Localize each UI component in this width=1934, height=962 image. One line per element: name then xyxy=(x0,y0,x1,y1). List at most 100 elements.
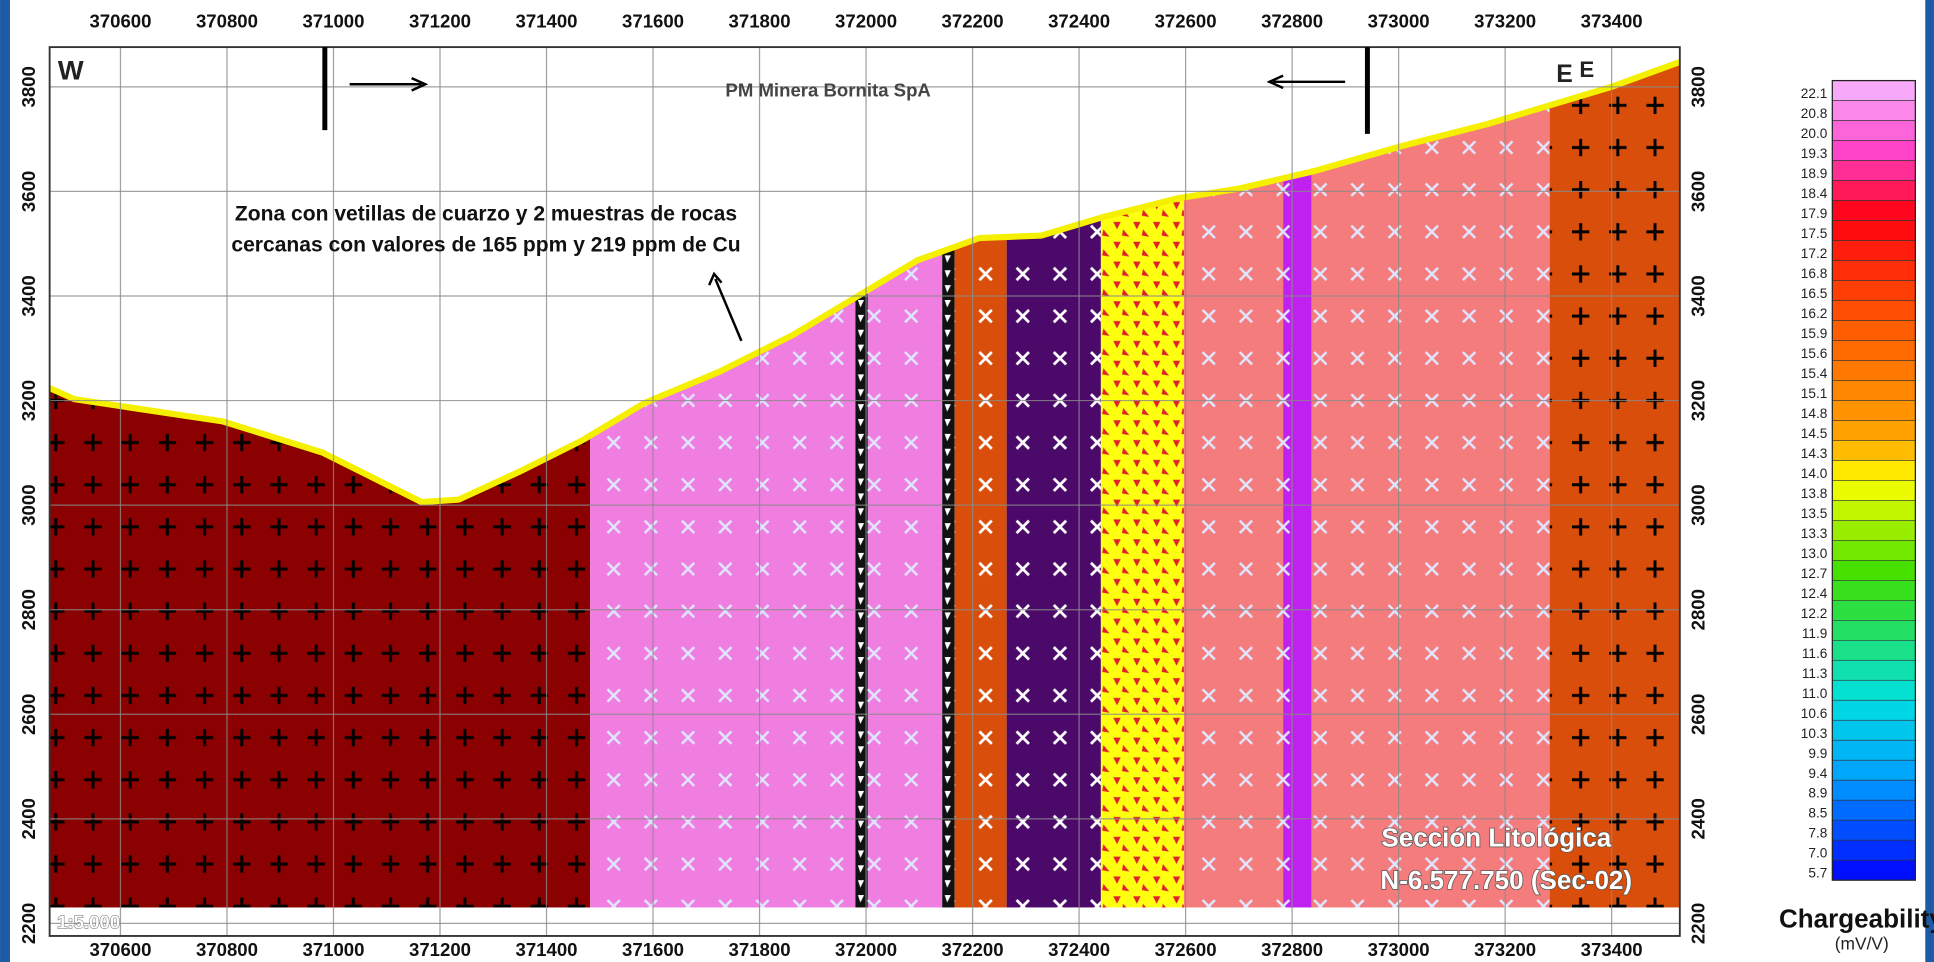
legend-cell xyxy=(1832,840,1915,860)
legend-label: 12.7 xyxy=(1801,566,1828,581)
legend-label: 13.8 xyxy=(1801,486,1828,501)
legend-label: 9.4 xyxy=(1808,766,1827,781)
legend-label: 11.0 xyxy=(1802,686,1828,701)
east-label: E xyxy=(1579,57,1594,82)
unit-pattern xyxy=(1184,37,1550,907)
legend-cell xyxy=(1832,181,1915,201)
x-tick-label-bottom: 372000 xyxy=(835,939,897,960)
legend-cell xyxy=(1832,81,1915,101)
legend-label: 20.8 xyxy=(1801,106,1828,121)
x-tick-label-top: 373200 xyxy=(1474,10,1536,31)
legend-label: 7.0 xyxy=(1808,846,1827,861)
legend: 22.120.820.019.318.918.417.917.517.216.8… xyxy=(1801,81,1916,881)
legend-cell xyxy=(1832,440,1915,460)
legend-label: 17.9 xyxy=(1801,206,1828,221)
x-tick-label-top: 372400 xyxy=(1048,10,1110,31)
legend-cell xyxy=(1832,300,1915,320)
y-tick-label-right: 3000 xyxy=(1688,484,1709,525)
company-label: PM Minera Bornita SpA xyxy=(725,80,930,101)
x-tick-label-top: 372600 xyxy=(1155,10,1217,31)
legend-cell xyxy=(1832,460,1915,480)
legend-label: 17.2 xyxy=(1801,246,1828,261)
legend-cell xyxy=(1832,740,1915,760)
legend-label: 16.2 xyxy=(1801,306,1828,321)
y-tick-label-left: 3600 xyxy=(18,171,39,212)
legend-cell xyxy=(1832,280,1915,300)
x-tick-label-top: 371000 xyxy=(302,10,364,31)
legend-cell xyxy=(1832,820,1915,840)
legend-label: 8.9 xyxy=(1808,786,1827,801)
legend-label: 11.6 xyxy=(1802,646,1828,661)
legend-label: 13.0 xyxy=(1801,546,1828,561)
legend-cell xyxy=(1832,780,1915,800)
legend-cell xyxy=(1832,221,1915,241)
legend-label: 8.5 xyxy=(1808,806,1827,821)
legend-cell xyxy=(1832,700,1915,720)
x-tick-label-top: 370800 xyxy=(196,10,258,31)
y-tick-label-right: 3200 xyxy=(1688,380,1709,421)
legend-label: 14.5 xyxy=(1801,426,1828,441)
legend-label: 15.6 xyxy=(1801,346,1828,361)
geology xyxy=(50,37,1680,907)
legend-label: 13.3 xyxy=(1801,526,1828,541)
unit-pattern xyxy=(1101,37,1184,907)
annotation-arrow xyxy=(709,274,741,341)
legend-cell xyxy=(1832,640,1915,660)
legend-label: 22.1 xyxy=(1801,86,1828,101)
unit-pattern xyxy=(590,37,942,907)
x-tick-label-top: 373400 xyxy=(1581,10,1643,31)
legend-cell xyxy=(1832,480,1915,500)
legend-cell xyxy=(1832,600,1915,620)
x-tick-label-bottom: 371200 xyxy=(409,939,471,960)
unit-pattern xyxy=(942,37,954,907)
legend-cell xyxy=(1832,620,1915,640)
east-label: E xyxy=(1556,61,1573,88)
x-tick-label-top: 371600 xyxy=(622,10,684,31)
legend-cell xyxy=(1832,360,1915,380)
frame-edge xyxy=(1925,0,1934,962)
legend-label: 12.2 xyxy=(1801,606,1828,621)
legend-label: 15.9 xyxy=(1801,326,1828,341)
x-tick-label-top: 372200 xyxy=(942,10,1004,31)
legend-label: 14.0 xyxy=(1801,466,1828,481)
legend-cell xyxy=(1832,760,1915,780)
legend-cell xyxy=(1832,380,1915,400)
x-tick-label-bottom: 373000 xyxy=(1368,939,1430,960)
section-view: W E E PM Minera Bornita SpA Zona con vet… xyxy=(0,0,1934,962)
y-tick-label-left: 3800 xyxy=(18,66,39,107)
legend-label: 14.3 xyxy=(1801,446,1828,461)
x-tick-label-bottom: 371800 xyxy=(729,939,791,960)
legend-label: 20.0 xyxy=(1801,126,1828,141)
legend-cell xyxy=(1832,680,1915,700)
x-tick-label-bottom: 373400 xyxy=(1581,939,1643,960)
legend-label: 16.8 xyxy=(1801,266,1828,281)
x-tick-label-bottom: 372800 xyxy=(1261,939,1323,960)
legend-cell xyxy=(1832,260,1915,280)
y-tick-label-right: 3800 xyxy=(1688,66,1709,107)
legend-label: 18.9 xyxy=(1801,166,1828,181)
west-label: W xyxy=(58,54,84,85)
x-tick-label-bottom: 372600 xyxy=(1155,939,1217,960)
y-tick-label-left: 2200 xyxy=(18,903,39,944)
legend-label: 15.4 xyxy=(1801,366,1828,381)
legend-label: 18.4 xyxy=(1801,186,1828,201)
x-tick-label-bottom: 373200 xyxy=(1474,939,1536,960)
y-tick-label-left: 3000 xyxy=(18,484,39,525)
legend-title: Chargeability xyxy=(1779,903,1934,933)
legend-cell xyxy=(1832,860,1915,880)
direction-arrow xyxy=(1269,76,1345,88)
y-tick-label-right: 2200 xyxy=(1688,903,1709,944)
x-tick-label-top: 372800 xyxy=(1261,10,1323,31)
section-subtitle: N-6.577.750 (Sec-02) xyxy=(1380,865,1632,895)
legend-label: 16.5 xyxy=(1801,286,1828,301)
legend-cell xyxy=(1832,101,1915,121)
legend-cell xyxy=(1832,241,1915,261)
legend-cell xyxy=(1832,720,1915,740)
legend-label: 10.6 xyxy=(1801,706,1828,721)
legend-cell xyxy=(1832,560,1915,580)
x-tick-label-bottom: 370600 xyxy=(89,939,151,960)
x-tick-label-top: 371800 xyxy=(729,10,791,31)
legend-label: 9.9 xyxy=(1808,746,1827,761)
frame-edge xyxy=(0,0,10,962)
legend-cell xyxy=(1832,580,1915,600)
